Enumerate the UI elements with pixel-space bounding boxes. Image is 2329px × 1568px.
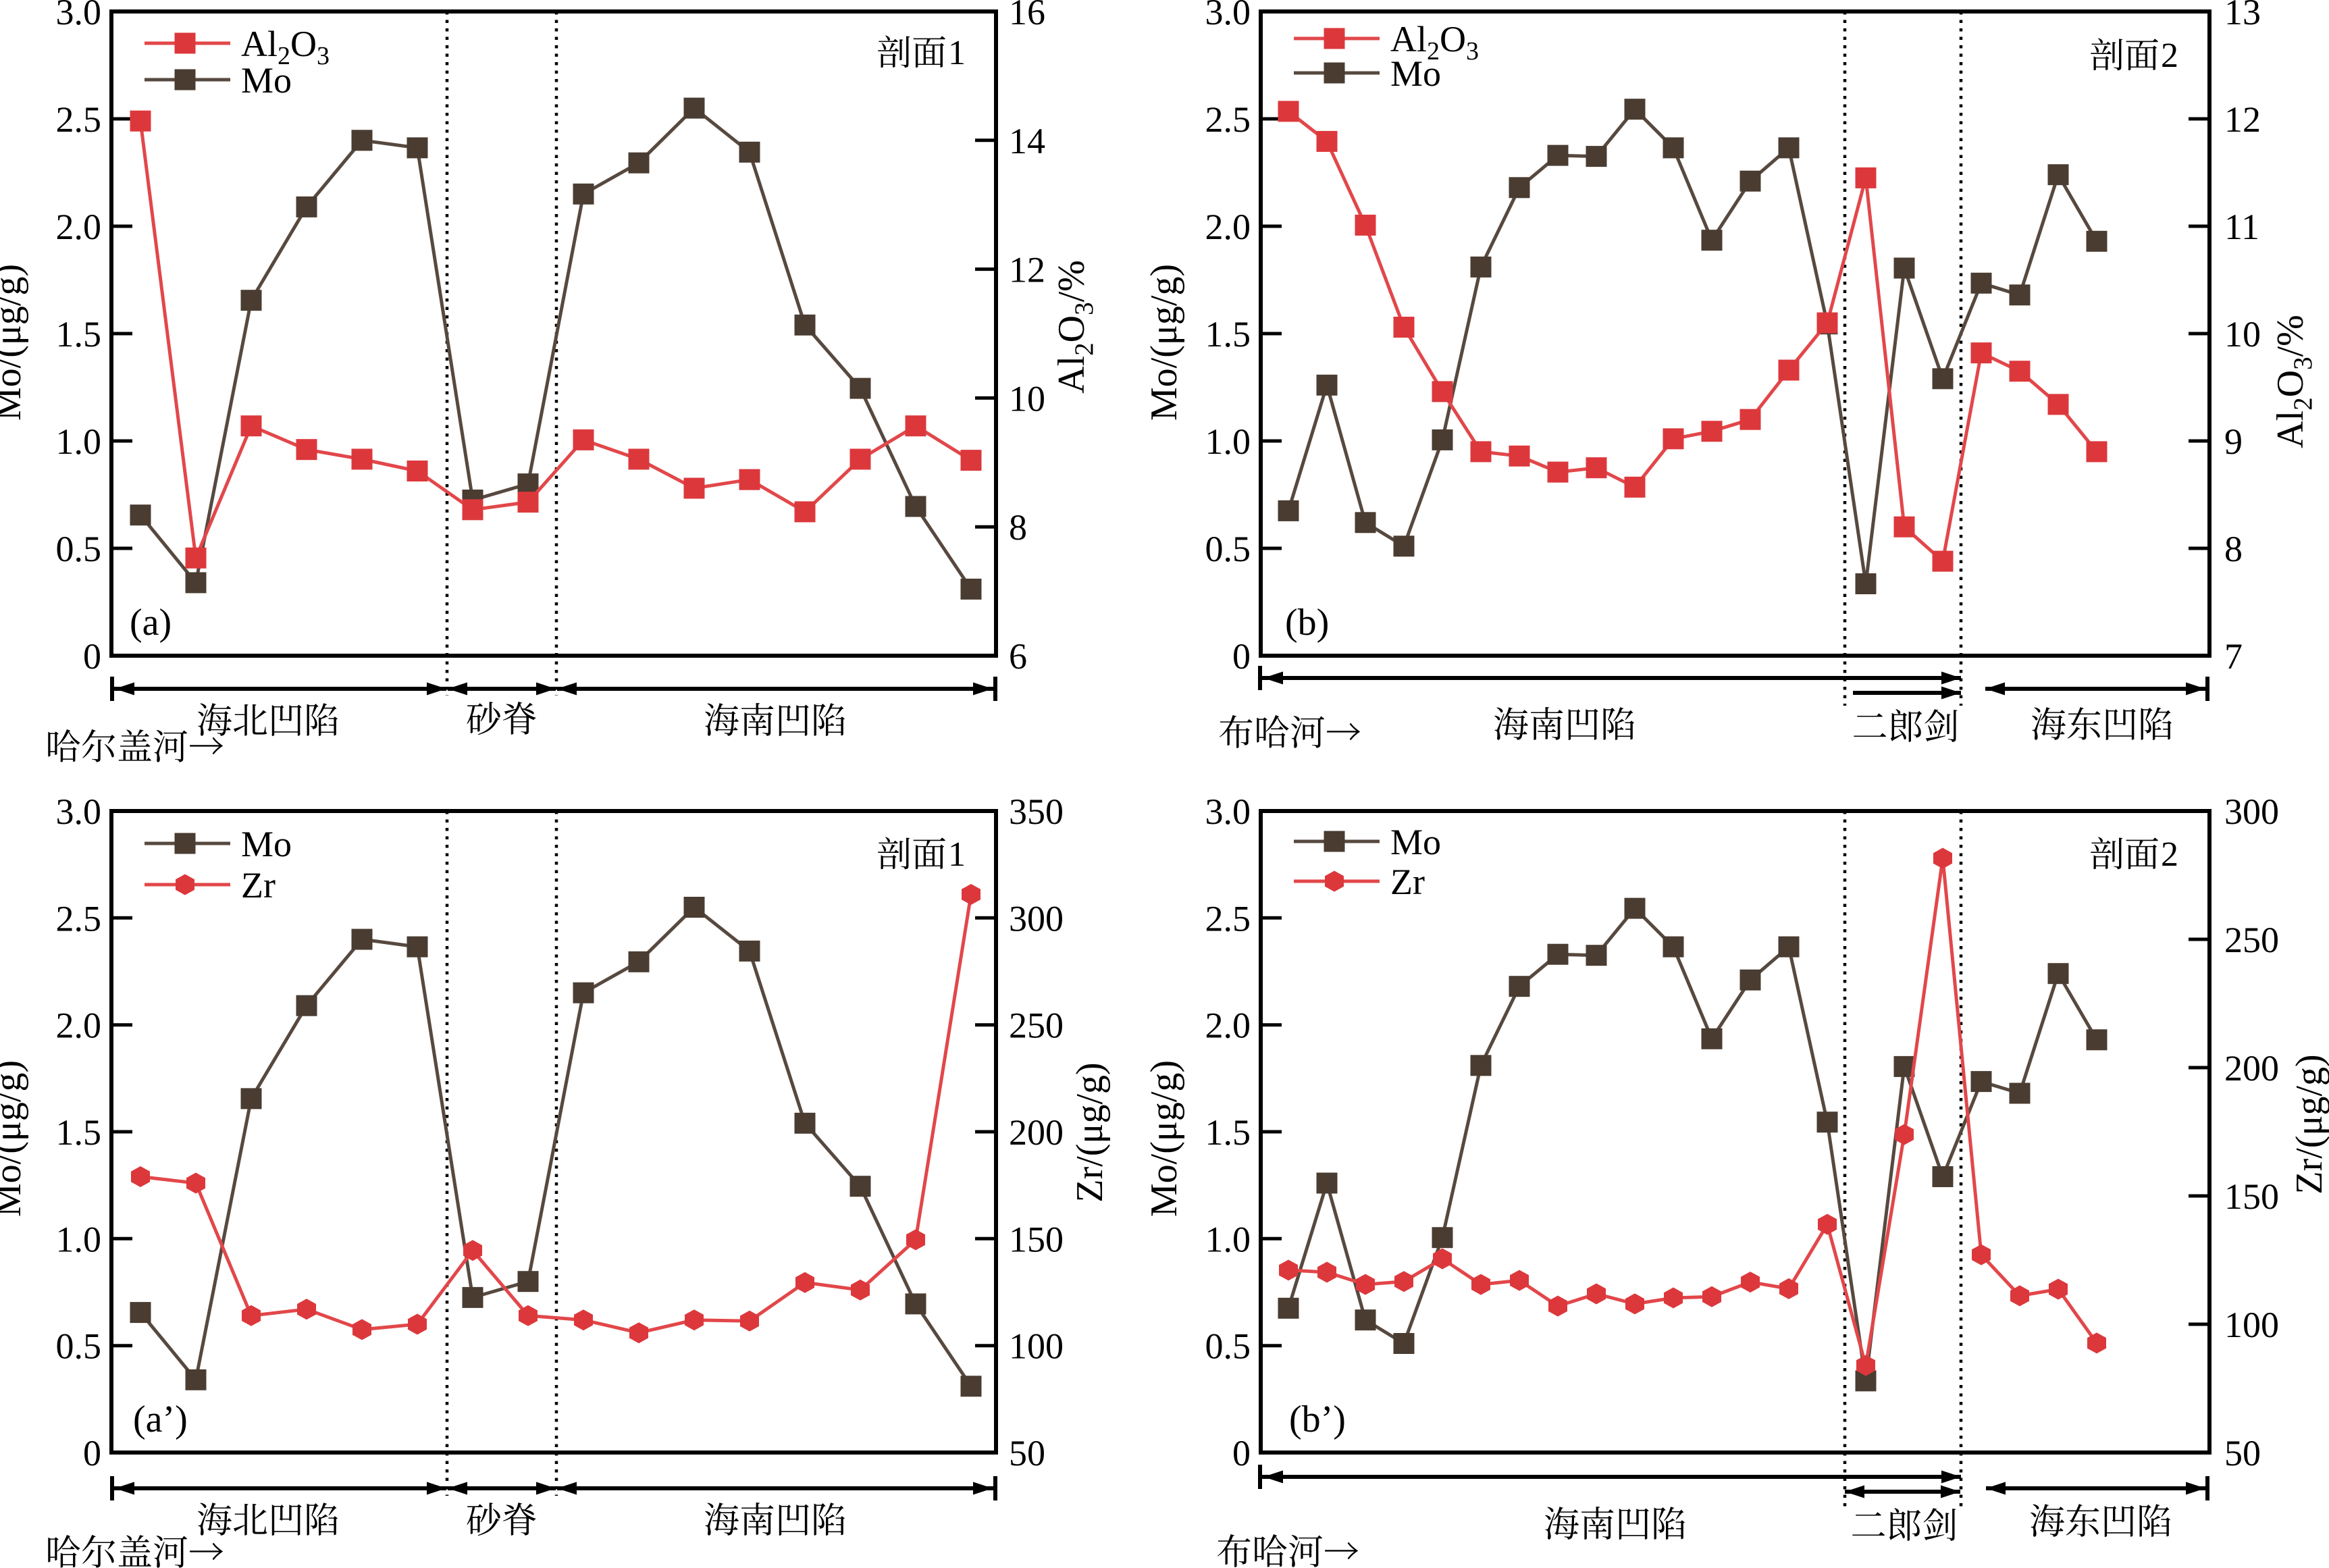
- svg-text:14: 14: [1009, 121, 1045, 161]
- svg-text:9: 9: [2224, 421, 2243, 462]
- svg-text:10: 10: [1009, 378, 1045, 419]
- svg-text:200: 200: [1009, 1112, 1064, 1153]
- svg-text:1.0: 1.0: [56, 421, 102, 462]
- svg-text:2.5: 2.5: [1205, 99, 1251, 140]
- svg-text:(a): (a): [130, 602, 172, 644]
- svg-text:2.5: 2.5: [56, 99, 102, 140]
- svg-text:11: 11: [2224, 207, 2259, 247]
- svg-text:12: 12: [1009, 250, 1045, 290]
- svg-text:0: 0: [83, 636, 101, 677]
- svg-text:Zr/(μg/g): Zr/(μg/g): [1069, 1062, 1111, 1202]
- svg-text:0: 0: [1232, 1433, 1251, 1473]
- svg-text:Mo/(μg/g): Mo/(μg/g): [1143, 264, 1185, 421]
- svg-text:Mo: Mo: [1390, 822, 1441, 862]
- svg-text:300: 300: [1009, 898, 1064, 939]
- svg-text:Al2O3: Al2O3: [1390, 19, 1479, 66]
- svg-text:0.5: 0.5: [56, 1326, 102, 1367]
- svg-text:150: 150: [2224, 1176, 2279, 1217]
- svg-text:16: 16: [1009, 0, 1045, 32]
- svg-text:Zr/(μg/g): Zr/(μg/g): [2288, 1054, 2329, 1194]
- svg-text:Mo: Mo: [241, 60, 292, 101]
- svg-text:300: 300: [2224, 791, 2279, 832]
- svg-text:6: 6: [1009, 636, 1027, 677]
- svg-text:200: 200: [2224, 1048, 2279, 1089]
- svg-text:250: 250: [2224, 920, 2279, 960]
- svg-text:Mo: Mo: [241, 824, 292, 864]
- svg-text:3.0: 3.0: [56, 0, 102, 32]
- svg-text:12: 12: [2224, 99, 2261, 140]
- svg-text:1.5: 1.5: [1205, 1112, 1251, 1153]
- svg-text:Zr: Zr: [241, 865, 276, 906]
- svg-text:100: 100: [2224, 1305, 2279, 1345]
- svg-text:Mo: Mo: [1390, 53, 1441, 94]
- svg-text:0.5: 0.5: [1205, 1326, 1251, 1367]
- svg-text:(a’): (a’): [133, 1399, 188, 1440]
- svg-text:3.0: 3.0: [1205, 791, 1251, 832]
- svg-text:Al2O3/%: Al2O3/%: [1051, 260, 1099, 394]
- svg-text:2.5: 2.5: [1205, 898, 1251, 939]
- svg-text:(b): (b): [1285, 602, 1329, 644]
- svg-text:1.5: 1.5: [56, 314, 102, 355]
- svg-text:3.0: 3.0: [1205, 0, 1251, 32]
- svg-text:2.0: 2.0: [1205, 1005, 1251, 1046]
- svg-text:0.5: 0.5: [1205, 529, 1251, 569]
- svg-text:2.0: 2.0: [56, 207, 102, 247]
- svg-text:150: 150: [1009, 1219, 1064, 1259]
- svg-text:Al2O3/%: Al2O3/%: [2270, 315, 2318, 448]
- svg-text:8: 8: [1009, 507, 1027, 548]
- svg-text:3.0: 3.0: [56, 791, 102, 832]
- svg-text:2.0: 2.0: [1205, 207, 1251, 247]
- svg-text:Mo/(μg/g): Mo/(μg/g): [0, 1060, 29, 1217]
- svg-text:(b’): (b’): [1289, 1399, 1346, 1440]
- svg-text:250: 250: [1009, 1005, 1064, 1046]
- svg-text:2: 2: [2161, 36, 2178, 75]
- svg-text:2.0: 2.0: [56, 1005, 102, 1046]
- svg-text:350: 350: [1009, 791, 1064, 832]
- svg-text:1.0: 1.0: [1205, 421, 1251, 462]
- svg-text:0: 0: [1232, 636, 1251, 677]
- svg-text:1.0: 1.0: [1205, 1219, 1251, 1259]
- svg-text:10: 10: [2224, 314, 2261, 355]
- svg-text:2: 2: [2161, 835, 2178, 874]
- svg-text:1.5: 1.5: [1205, 314, 1251, 355]
- svg-text:Zr: Zr: [1390, 862, 1425, 902]
- svg-text:0: 0: [83, 1433, 101, 1473]
- svg-text:1.0: 1.0: [56, 1219, 102, 1259]
- svg-text:50: 50: [1009, 1433, 1045, 1473]
- svg-text:Mo/(μg/g): Mo/(μg/g): [1143, 1060, 1185, 1217]
- svg-text:7: 7: [2224, 636, 2243, 677]
- svg-text:13: 13: [2224, 0, 2261, 32]
- svg-text:Mo/(μg/g): Mo/(μg/g): [0, 264, 29, 421]
- svg-text:8: 8: [2224, 529, 2243, 569]
- svg-text:100: 100: [1009, 1326, 1064, 1367]
- svg-text:1: 1: [948, 34, 966, 72]
- svg-text:0.5: 0.5: [56, 529, 102, 569]
- svg-text:50: 50: [2224, 1433, 2261, 1473]
- svg-text:1.5: 1.5: [56, 1112, 102, 1153]
- svg-text:2.5: 2.5: [56, 898, 102, 939]
- svg-text:1: 1: [948, 835, 966, 874]
